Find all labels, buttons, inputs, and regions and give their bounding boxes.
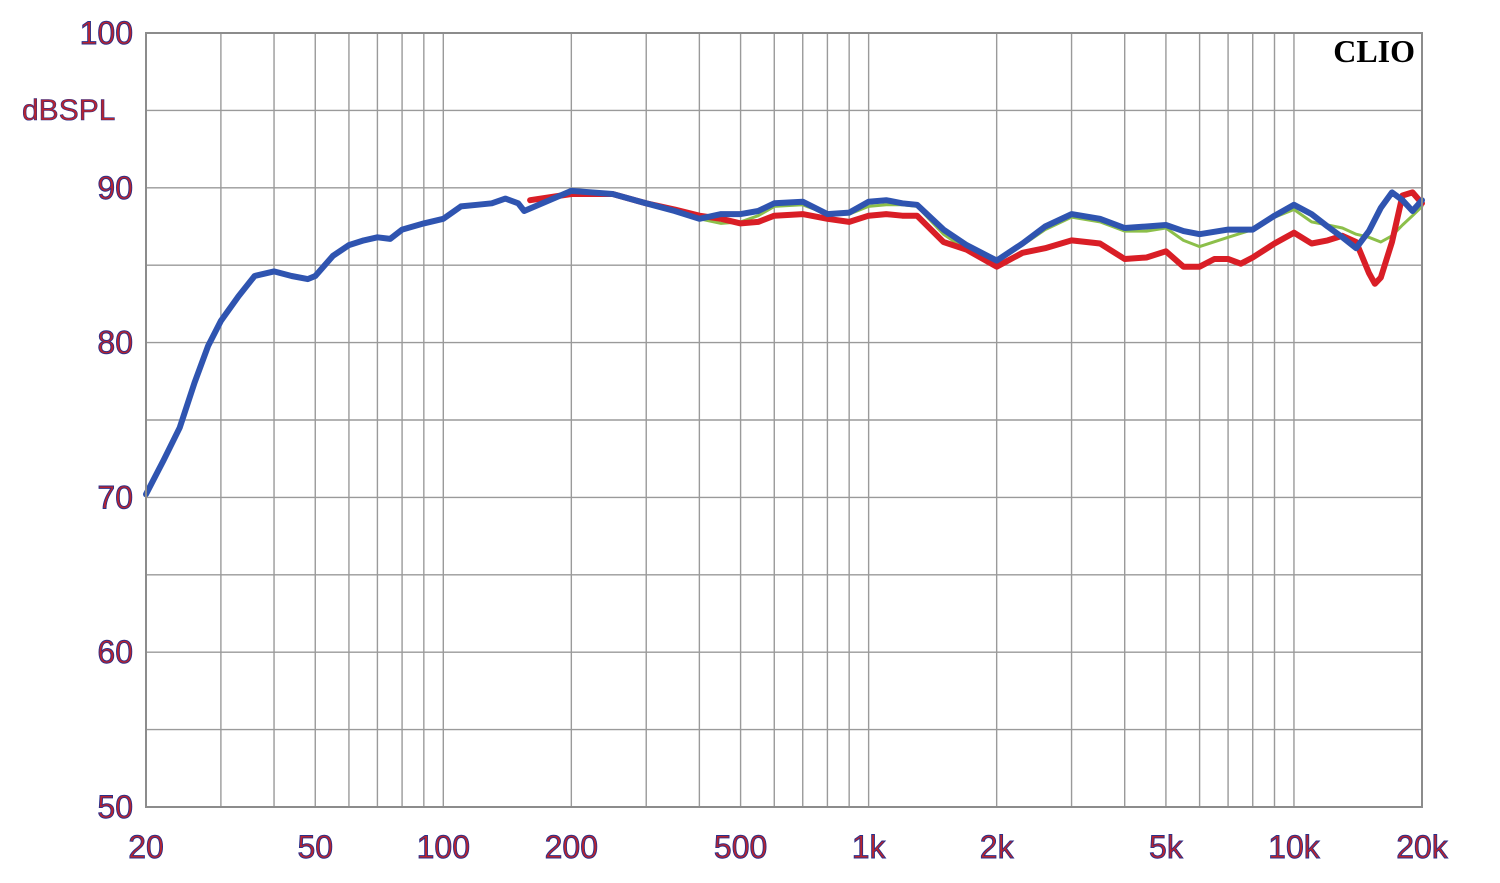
y-axis-label: dBSPL xyxy=(22,94,115,127)
y-tick-label: 90 xyxy=(97,170,133,206)
x-tick-label: 2k xyxy=(980,829,1015,865)
x-tick-label: 1k xyxy=(852,829,887,865)
major-grid xyxy=(146,109,1422,731)
y-tick-label: 60 xyxy=(97,634,133,670)
x-tick-label: 50 xyxy=(297,829,333,865)
x-tick-label: 10k xyxy=(1268,829,1321,865)
y-tick-label: 100 xyxy=(80,15,133,51)
series-line-2 xyxy=(527,189,1425,287)
y-tick-label: 50 xyxy=(97,789,133,825)
x-axis-tick-labels: 20 50 100 200 500 1k 2k 5k 10k 20k xyxy=(128,829,1449,866)
series-line-3 xyxy=(143,187,1425,498)
x-tick-label: 20k xyxy=(1396,829,1449,865)
y-tick-label: 80 xyxy=(97,325,133,361)
x-tick-label: 5k xyxy=(1149,829,1184,865)
y-axis-tick-labels: 100 90 80 70 60 50 xyxy=(79,15,133,826)
x-tick-label: 500 xyxy=(714,829,767,865)
y-tick-label: 70 xyxy=(97,479,133,515)
series-layer xyxy=(143,187,1425,498)
x-tick-label: 100 xyxy=(417,829,470,865)
x-tick-label: 20 xyxy=(128,829,164,865)
x-tick-label: 200 xyxy=(545,829,598,865)
brand-label: CLIO xyxy=(1333,33,1415,69)
plot-frame xyxy=(145,32,1423,808)
